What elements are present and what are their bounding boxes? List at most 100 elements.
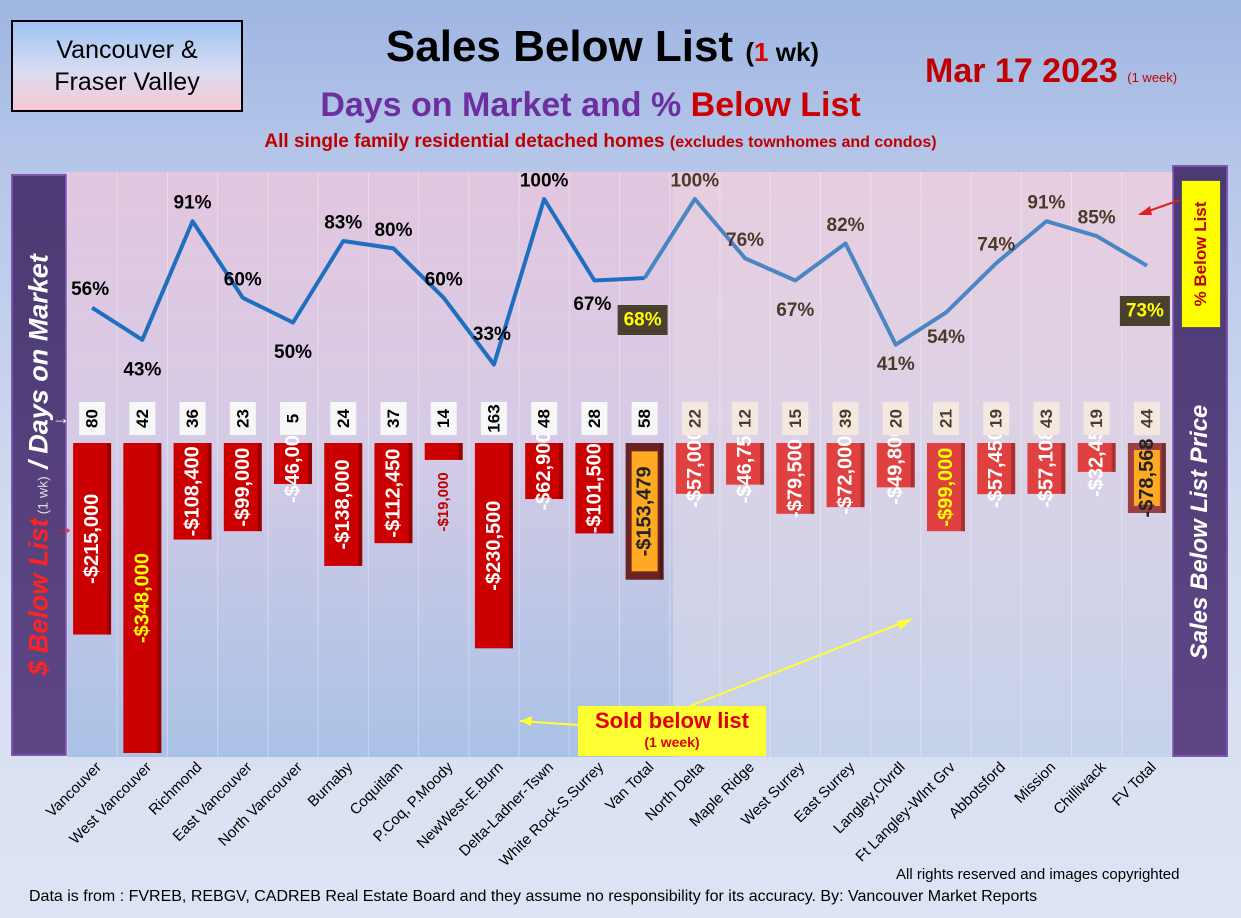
bar-value-label: -$99,000	[232, 448, 254, 527]
dom-pointer-glyph: →	[52, 408, 70, 428]
bar-0	[73, 443, 112, 635]
bar-shadow	[760, 443, 765, 485]
dom-box	[631, 402, 658, 435]
pct-label: 91%	[174, 193, 212, 214]
dom-box	[832, 402, 859, 435]
bar-5	[324, 443, 363, 566]
pct-label: 33%	[473, 324, 511, 345]
title-main: Sales Below List	[385, 22, 734, 71]
pct-below-list-tag-text: % Below List	[1191, 201, 1210, 307]
pct-label: 50%	[274, 342, 312, 363]
dom-label: 5	[284, 414, 303, 423]
dom-box	[1133, 402, 1160, 435]
dom-box	[1083, 402, 1110, 435]
date-small: (1 week)	[1127, 70, 1178, 85]
bar-value-label: -$78,568	[1136, 439, 1158, 518]
pct-label: 80%	[374, 220, 412, 241]
bar-shadow	[860, 443, 865, 508]
dom-label: 20	[886, 409, 905, 428]
subtitle2-main: All single family residential detached h…	[264, 131, 670, 152]
bar-shadow	[1061, 443, 1066, 494]
bar-20	[1077, 443, 1116, 472]
plot-bg-van	[67, 172, 673, 757]
report-date: Mar 17 2023 (1 week)	[925, 52, 1177, 91]
bar-label-bg	[1133, 450, 1160, 506]
bar-value-label: -$112,450	[382, 449, 404, 538]
subtitle2-small: (excludes townhomes and condos)	[669, 134, 937, 151]
bar-2	[173, 443, 212, 540]
pct-label: 100%	[520, 171, 569, 192]
bar-shadow	[157, 443, 162, 753]
bar-10	[575, 443, 614, 534]
dom-label: 37	[384, 409, 403, 428]
dom-box	[430, 402, 457, 435]
pct-label: 73%	[1126, 301, 1164, 322]
bar-value-label: -$348,000	[131, 553, 153, 643]
bar-shadow	[910, 443, 915, 488]
bar-value-label: -$62,900	[533, 432, 555, 511]
bar-shadow	[559, 443, 564, 500]
subtitle-part2: Below List	[690, 86, 861, 124]
bar-shadow	[207, 443, 212, 540]
pct-label: 100%	[671, 171, 720, 192]
dom-label: 48	[535, 409, 554, 428]
bar-shadow	[308, 443, 313, 484]
sold-note-line2: (1 week)	[644, 734, 700, 750]
bar-12	[675, 443, 714, 494]
bar-value-label: -$32,450	[1086, 418, 1108, 497]
bar-shadow	[358, 443, 363, 566]
dom-box	[79, 402, 106, 435]
bar-1	[123, 443, 162, 753]
bar-shadow	[1111, 443, 1116, 472]
bar-label-bg	[631, 451, 658, 572]
bar-7	[424, 443, 463, 460]
bar-value-label: -$79,500	[784, 439, 806, 518]
bar-shadow	[810, 443, 815, 514]
dom-label: 22	[685, 409, 704, 428]
region-line-1: Vancouver &	[56, 36, 198, 64]
pct-label: 85%	[1078, 208, 1116, 229]
category-label: Ft Langley-Wlnt Grv	[852, 758, 959, 865]
dom-box	[581, 402, 608, 435]
dom-label: 58	[635, 409, 654, 428]
title-paren-num: 1	[754, 37, 769, 67]
bar-value-label: -$108,400	[182, 446, 204, 536]
dom-label: 23	[233, 409, 252, 428]
pct-label: 60%	[224, 269, 262, 290]
bar-17	[926, 443, 965, 532]
pct-below-list-tag: % Below List	[1181, 180, 1221, 328]
sold-below-list-note: Sold below list (1 week)	[578, 706, 766, 756]
sold-arrow-right-head	[897, 619, 912, 630]
category-label: NewWest-E.Burn	[414, 759, 507, 852]
dom-label: 80	[83, 409, 102, 428]
dom-box	[782, 402, 809, 435]
pct-label: 82%	[827, 215, 865, 236]
bar-shadow	[508, 443, 513, 649]
dom-label: 44	[1137, 409, 1156, 428]
bar-14	[776, 443, 815, 514]
pct-label: 60%	[425, 269, 463, 290]
dom-label: 42	[133, 409, 152, 428]
dom-box	[932, 402, 959, 435]
dom-label: 19	[1087, 409, 1106, 428]
pct-label: 67%	[776, 300, 814, 321]
pct-line-van	[91, 197, 645, 367]
bar-15	[826, 443, 865, 508]
dom-label: 39	[836, 409, 855, 428]
dom-label: 24	[334, 409, 353, 428]
dom-label: 15	[786, 409, 805, 428]
sold-note-line1: Sold below list	[594, 708, 749, 733]
bar-shadow	[408, 443, 413, 544]
chart-title: Sales Below List (1 wk)	[0, 22, 1223, 72]
pct-total-box	[1119, 296, 1170, 326]
dom-box	[179, 402, 206, 435]
bar-shadow	[659, 443, 664, 580]
dom-box	[882, 402, 909, 435]
bar-value-label: -$46,000	[282, 424, 304, 503]
dom-label: 163	[484, 404, 503, 432]
bar-value-label: -$153,479	[634, 466, 656, 556]
bar-shadow	[1161, 443, 1166, 513]
bar-value-label: -$215,000	[81, 494, 103, 584]
dollar-pointer-glyph: →	[54, 517, 74, 539]
